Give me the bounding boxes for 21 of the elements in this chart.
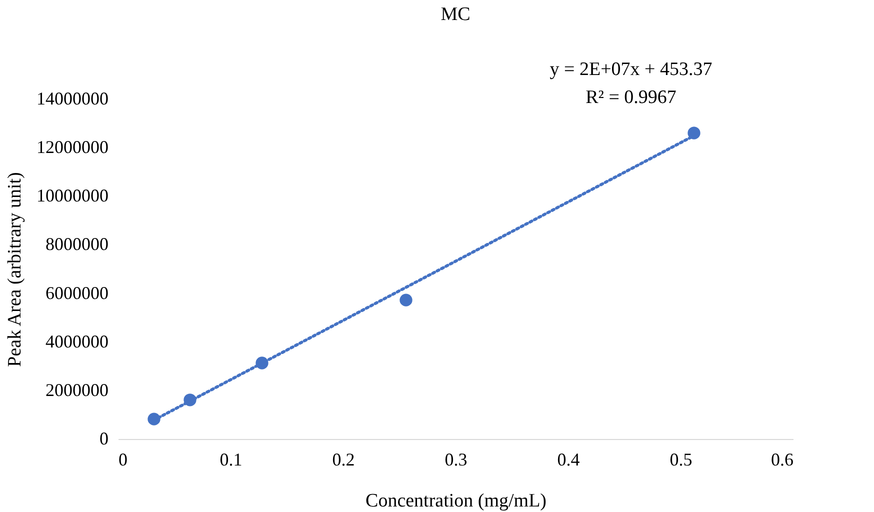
x-tick-label: 0.1 bbox=[220, 450, 242, 470]
x-tick-label: 0.3 bbox=[444, 450, 468, 470]
y-axis-title: Peak Area (arbitrary unit) bbox=[4, 172, 26, 367]
x-tick-label: 0.2 bbox=[332, 450, 355, 470]
y-tick-label: 12000000 bbox=[36, 137, 108, 158]
y-tick-label: 8000000 bbox=[46, 234, 108, 254]
y-tick-label: 2000000 bbox=[46, 380, 108, 400]
chart-title: MC bbox=[440, 4, 470, 25]
text: y = 2E+07x + 453.37 bbox=[550, 59, 712, 80]
annotation: R² = 0.9967 bbox=[586, 87, 676, 108]
y-tick-label: 4000000 bbox=[46, 331, 108, 352]
x-tick-label: 0.6 bbox=[771, 450, 794, 470]
x-axis-title: Concentration (mg/mL) bbox=[366, 490, 546, 512]
point bbox=[400, 294, 412, 306]
x-tick-label: 0.4 bbox=[557, 450, 580, 470]
y-tick-label: 10000000 bbox=[36, 186, 108, 206]
x-tick-label: 0 bbox=[118, 450, 128, 470]
y-tick-label: 14000000 bbox=[36, 88, 108, 108]
x-tick-label: 0.5 bbox=[670, 450, 692, 470]
y-tick-label: 0 bbox=[100, 428, 108, 448]
y-tick-label: 6000000 bbox=[46, 282, 108, 303]
